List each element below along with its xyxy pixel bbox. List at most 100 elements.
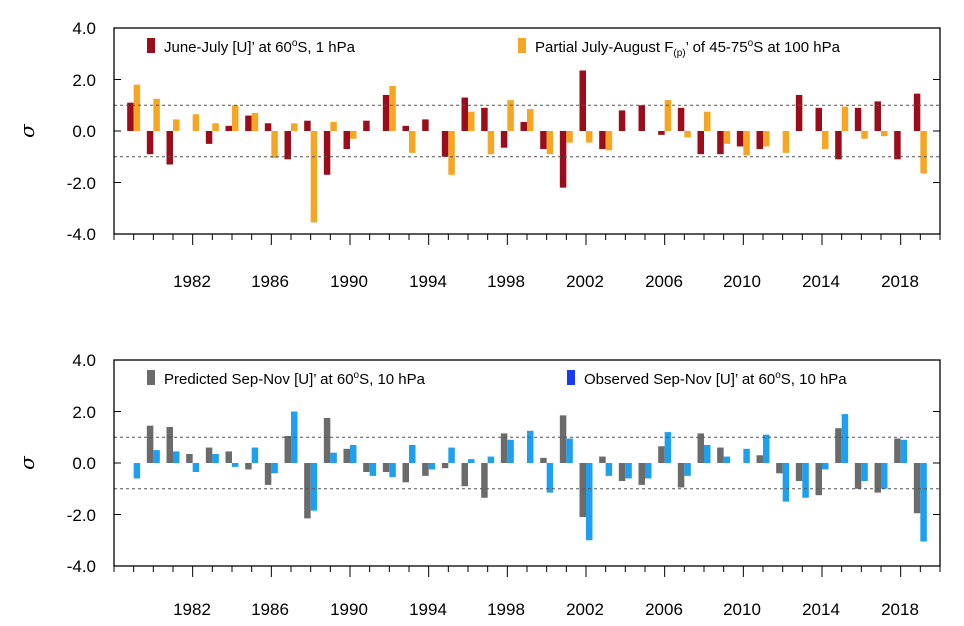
- bottom-ticks: [113, 359, 941, 577]
- top-bar-series-1-1995: [441, 131, 449, 157]
- top-bar-series-1-1989: [323, 131, 331, 175]
- top-y-tick-label: 0.0: [72, 122, 96, 141]
- top-bar-series-1-2014: [815, 107, 822, 131]
- top-bar-series-2-2003: [605, 131, 613, 151]
- top-bar-series-2-1989: [330, 121, 337, 131]
- bottom-bar-series-2-2019: [920, 463, 927, 542]
- bottom-y-tick-label: 0.0: [72, 454, 96, 473]
- bottom-bar-series-1-2009: [717, 447, 724, 463]
- top-bar-series-1-2016: [854, 107, 862, 131]
- bottom-y-tick-label: -4.0: [67, 557, 96, 576]
- top-bar-series-2-2010: [743, 131, 750, 156]
- bottom-bar-series-1-2006: [658, 446, 665, 463]
- bottom-bar-series-1-2012: [776, 463, 783, 474]
- top-bar-series-1-1981: [166, 131, 173, 165]
- top-bar-series-1-1993: [402, 125, 409, 131]
- top-bar-series-2-2007: [684, 131, 691, 138]
- bottom-bar-series-1-1995: [441, 463, 449, 469]
- top-bar-series-1-2009: [717, 131, 724, 155]
- top-y-tick-label: -2.0: [67, 174, 96, 193]
- top-bar-series-2-1983: [212, 123, 219, 131]
- bottom-bar-series-1-2017: [874, 463, 881, 493]
- top-bar-series-1-1991: [363, 120, 370, 131]
- bottom-bar-series-2-1985: [251, 447, 259, 463]
- top-bar-series-1-2004: [618, 110, 626, 131]
- top-y-tick-label: 4.0: [72, 19, 96, 38]
- bottom-legend-label-1: Predicted Sep-Nov [U]’ at 60oS, 10 hPa: [164, 370, 426, 388]
- top-bar-series-1-2015: [835, 131, 842, 160]
- bottom-bar-series-2-2015: [841, 414, 849, 463]
- top-bar-series-1-2001: [559, 131, 567, 188]
- bottom-bar-series-1-1996: [461, 463, 468, 487]
- top-bar-series-2-2009: [723, 131, 731, 144]
- bottom-bar-series-2-2018: [900, 439, 908, 463]
- top-x-tick-label: 2010: [723, 272, 761, 291]
- bottom-bar-series-1-1990: [343, 448, 350, 463]
- bottom-bar-series-2-1981: [173, 451, 180, 463]
- bottom-x-tick-label: 2006: [645, 600, 683, 619]
- bottom-bar-series-1-2002: [579, 463, 586, 518]
- bottom-bar-series-2-2001: [566, 438, 573, 463]
- top-bar-series-2-2011: [763, 131, 770, 147]
- bottom-bar-series-2-2002: [586, 463, 593, 541]
- top-bar-series-1-2018: [894, 131, 901, 160]
- bottom-legend-label-2: Observed Sep-Nov [U]’ at 60oS, 10 hPa: [584, 370, 847, 388]
- bottom-bar-series-1-2008: [697, 433, 704, 463]
- top-bar-series-2-1981: [173, 119, 180, 131]
- top-bar-series-2-2019: [920, 131, 927, 174]
- bottom-x-tick-label: 1998: [487, 600, 525, 619]
- bottom-bar-series-2-2000: [546, 463, 554, 493]
- bottom-x-tick-label: 2002: [566, 600, 604, 619]
- top-bar-series-1-1997: [481, 107, 488, 131]
- bottom-bar-series-2-2017: [881, 463, 888, 489]
- top-bar-series-2-1990: [350, 131, 357, 139]
- top-x-tick-label: 1998: [487, 272, 525, 291]
- top-bar-series-2-1997: [487, 131, 495, 155]
- top-x-tick-label: 2002: [566, 272, 604, 291]
- top-bar-series-2-2014: [822, 131, 829, 150]
- top-bar-series-2-1995: [448, 131, 455, 175]
- top-x-tick-label: 1990: [330, 272, 368, 291]
- top-bar-series-2-2002: [586, 131, 593, 143]
- top-bar-series-1-1994: [422, 119, 429, 131]
- top-x-tick-labels: 1982 1986 1990 1994 1998 2002 2006 2010 …: [173, 272, 919, 291]
- bottom-bar-series-1-1997: [481, 463, 488, 498]
- top-bar-series-1-1985: [245, 115, 252, 131]
- top-bar-series-1-1984: [225, 125, 232, 131]
- bottom-bar-series-1-2011: [756, 455, 763, 463]
- top-legend: June-July [U]’ at 60oS, 1 hPa Partial Ju…: [147, 38, 841, 59]
- bottom-y-tick-label: 2.0: [72, 403, 96, 422]
- top-bar-series-1-2011: [756, 131, 763, 150]
- top-bar-series-1-1996: [461, 97, 468, 131]
- bottom-bar-series-1-1983: [205, 447, 213, 463]
- top-bar-series-1-1998: [500, 131, 508, 148]
- top-bar-series-1-2006: [658, 131, 665, 135]
- top-bar-series-1-1988: [304, 120, 311, 131]
- top-bar-series-2-1979: [133, 84, 141, 131]
- top-x-tick-label: 1982: [173, 272, 211, 291]
- top-bar-series-2-1982: [192, 114, 200, 131]
- bottom-bar-series-2-1989: [330, 452, 337, 463]
- bottom-bar-series-2-1982: [192, 463, 200, 473]
- top-x-tick-label: 1986: [251, 272, 289, 291]
- bottom-bar-series-1-1987: [284, 435, 291, 463]
- bottom-bar-series-2-2010: [743, 448, 750, 463]
- bottom-bar-series-1-1988: [304, 463, 311, 519]
- bottom-bar-series-2-2007: [684, 463, 691, 476]
- bottom-bar-series-2-1980: [153, 450, 160, 464]
- top-bar-series-1-2013: [795, 94, 803, 131]
- bottom-bar-series-1-2001: [559, 415, 567, 463]
- top-legend-swatch-2: [518, 38, 526, 53]
- bottom-bar-series-2-1979: [133, 463, 141, 479]
- bottom-bar-series-2-1998: [507, 439, 514, 463]
- top-bar-series-1-2000: [540, 131, 547, 150]
- top-bar-series-2-1993: [409, 131, 416, 153]
- bottom-bar-series-1-1985: [245, 463, 252, 470]
- top-bar-series-2-1980: [153, 98, 160, 131]
- top-legend-label-1: June-July [U]’ at 60oS, 1 hPa: [164, 38, 356, 56]
- top-bar-series-2-2012: [782, 131, 790, 153]
- top-x-tick-label: 2014: [802, 272, 840, 291]
- bottom-bar-series-1-2003: [599, 456, 606, 463]
- bottom-bar-series-1-2013: [795, 463, 803, 482]
